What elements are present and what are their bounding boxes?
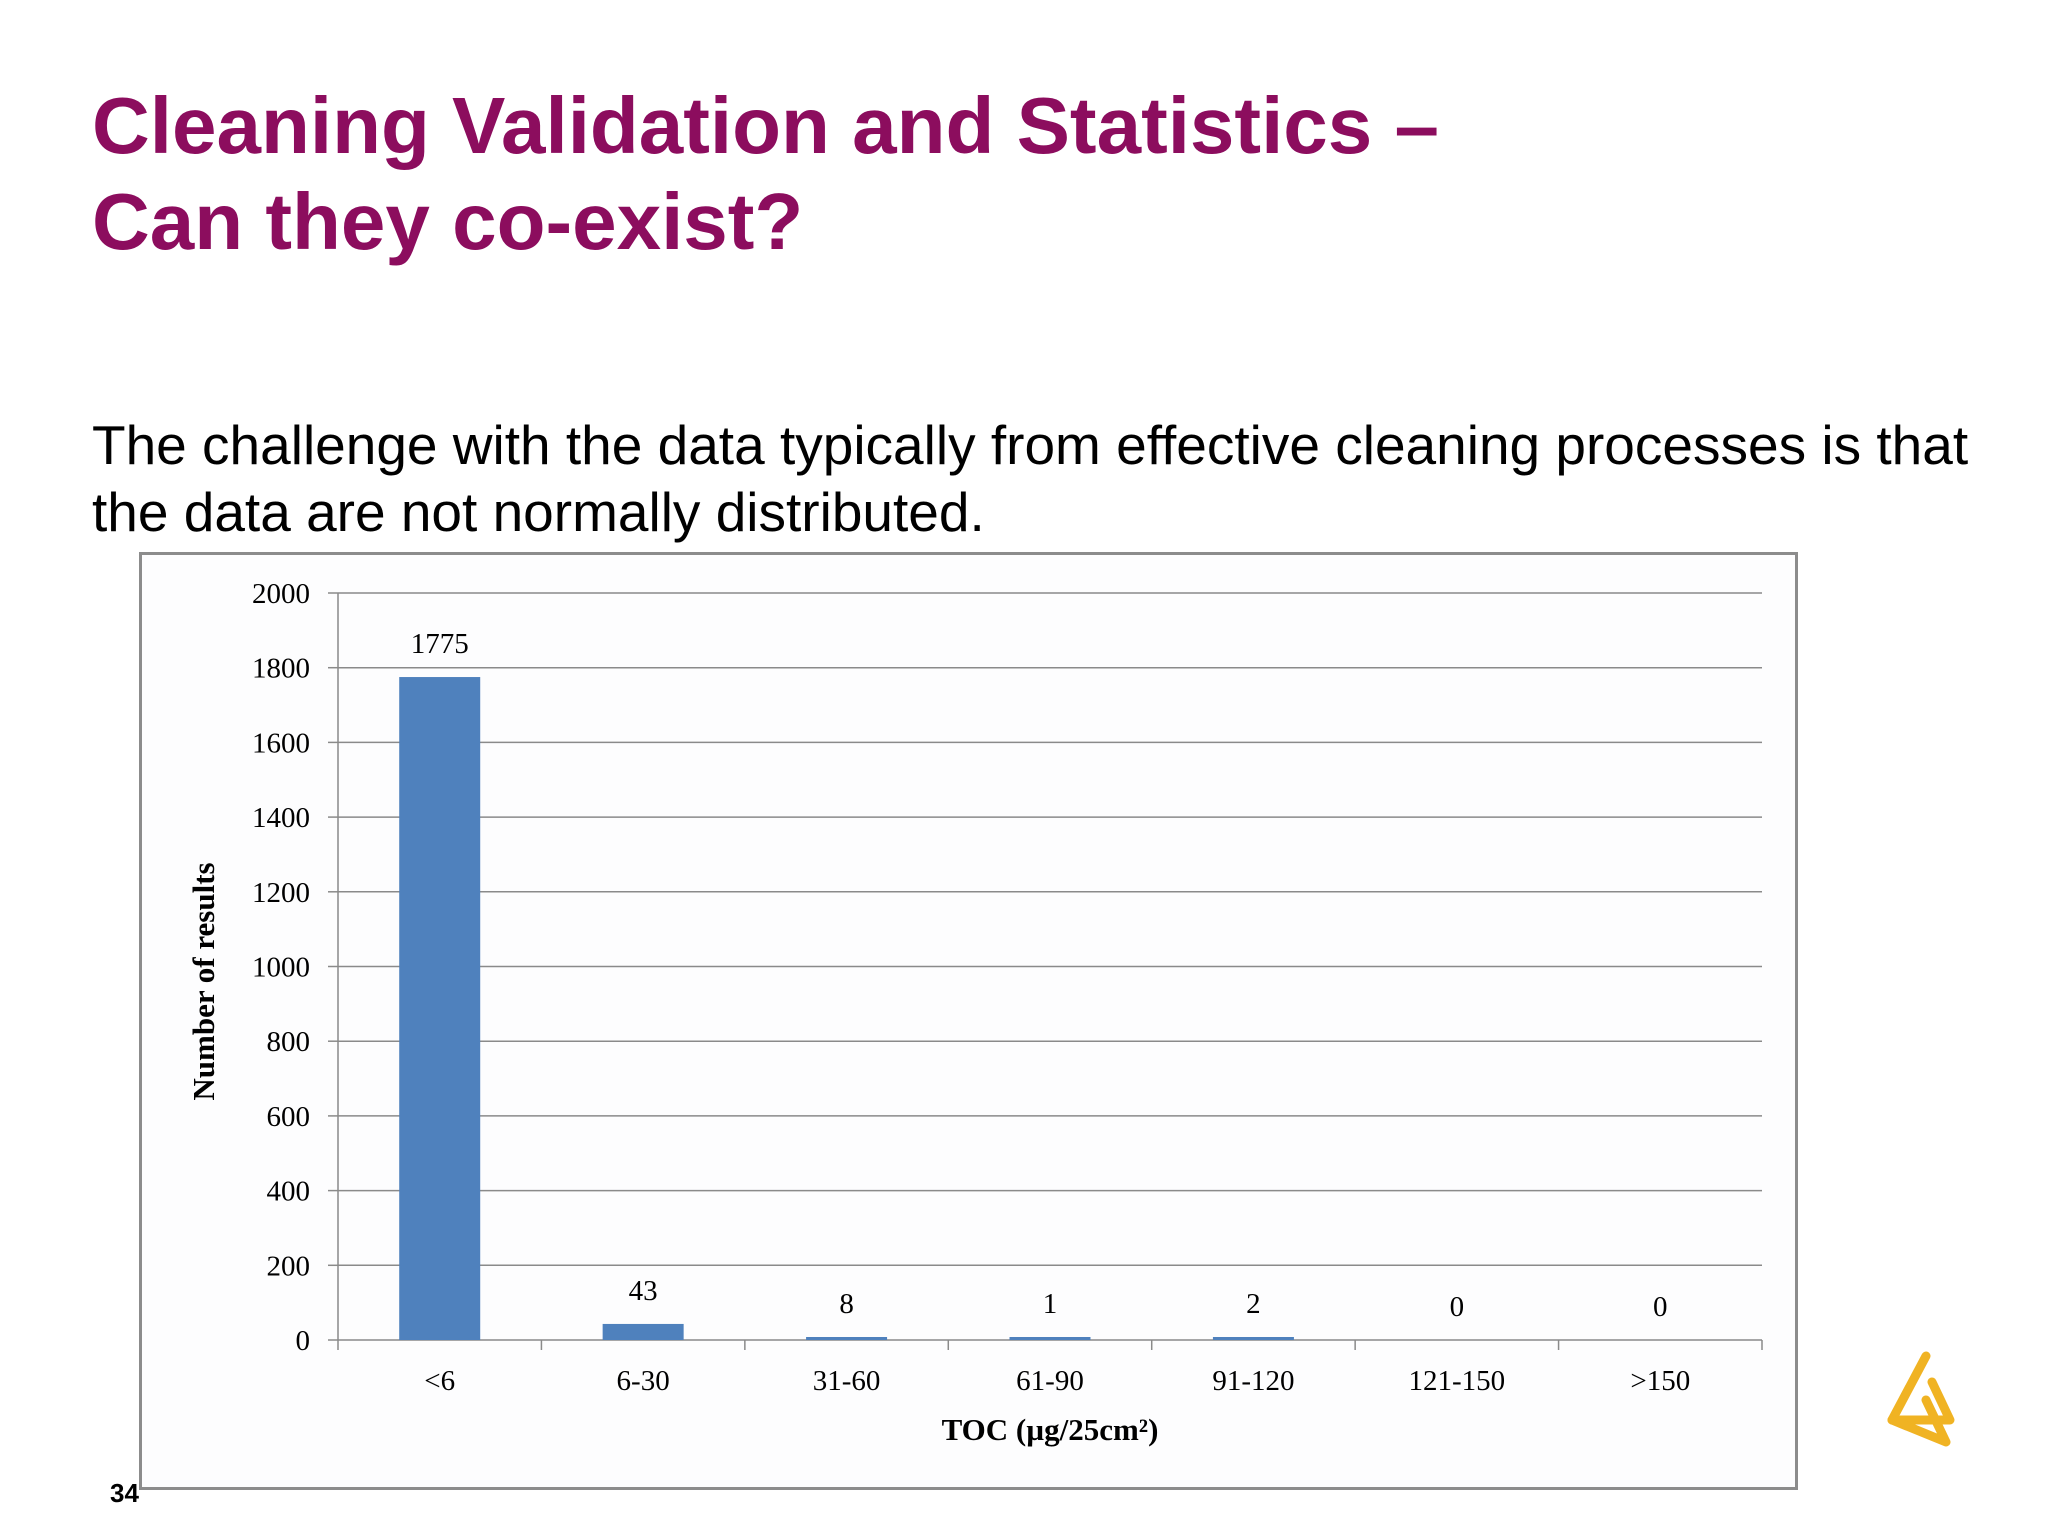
- x-tick-label: >150: [1630, 1365, 1690, 1397]
- slide-title-line-2: Can they co-exist?: [92, 177, 804, 266]
- page-number: 34: [110, 1478, 139, 1508]
- x-axis-title: TOC (µg/25cm²): [942, 1412, 1159, 1447]
- bar: [602, 1323, 684, 1340]
- x-tick-label: 121-150: [1409, 1365, 1506, 1397]
- y-tick-label: 0: [296, 1325, 311, 1357]
- data-label: 0: [1450, 1291, 1465, 1323]
- x-tick-label: 31-60: [813, 1365, 881, 1397]
- bar: [1212, 1337, 1294, 1340]
- bar: [806, 1337, 888, 1340]
- chart-frame: 0 200 400 600 800 1000 1200 1400 1600 1800 2000 177…: [139, 552, 1798, 1490]
- x-tick-label: <6: [424, 1365, 455, 1397]
- y-tick-label: 1400: [252, 802, 310, 834]
- data-label: 2: [1246, 1288, 1261, 1320]
- data-label: 1: [1043, 1288, 1058, 1320]
- y-axis-title: Number of results: [186, 862, 221, 1100]
- y-tick-label: 400: [267, 1176, 311, 1208]
- y-tick-label: 1000: [252, 952, 310, 984]
- bar: [399, 677, 481, 1340]
- data-label: 43: [629, 1275, 658, 1307]
- y-tick-label: 1200: [252, 877, 310, 909]
- bar: [1009, 1337, 1091, 1340]
- y-tick-label: 800: [267, 1026, 311, 1058]
- data-label: 1775: [411, 628, 469, 660]
- slide-title-line-1: Cleaning Validation and Statistics –: [92, 81, 1439, 170]
- bar-chart: 0200400600800100012001400160018002000177…: [186, 578, 1763, 1447]
- y-tick-label: 1800: [252, 653, 310, 685]
- x-tick-label: 91-120: [1212, 1365, 1294, 1397]
- x-tick-label: 6-30: [617, 1365, 670, 1397]
- y-tick-label: 600: [267, 1101, 311, 1133]
- slide-title: Cleaning Validation and Statistics – Can…: [92, 78, 1439, 270]
- y-tick-label: 1600: [252, 727, 310, 759]
- astrazeneca-logo-icon: [1887, 1351, 1955, 1447]
- data-label: 8: [839, 1288, 854, 1320]
- y-tick-label: 2000: [252, 578, 310, 610]
- data-label: 0: [1653, 1291, 1668, 1323]
- y-tick-label: 200: [267, 1250, 311, 1282]
- slide-body-text: The challenge with the data typically fr…: [92, 414, 1969, 543]
- x-tick-label: 61-90: [1016, 1365, 1084, 1397]
